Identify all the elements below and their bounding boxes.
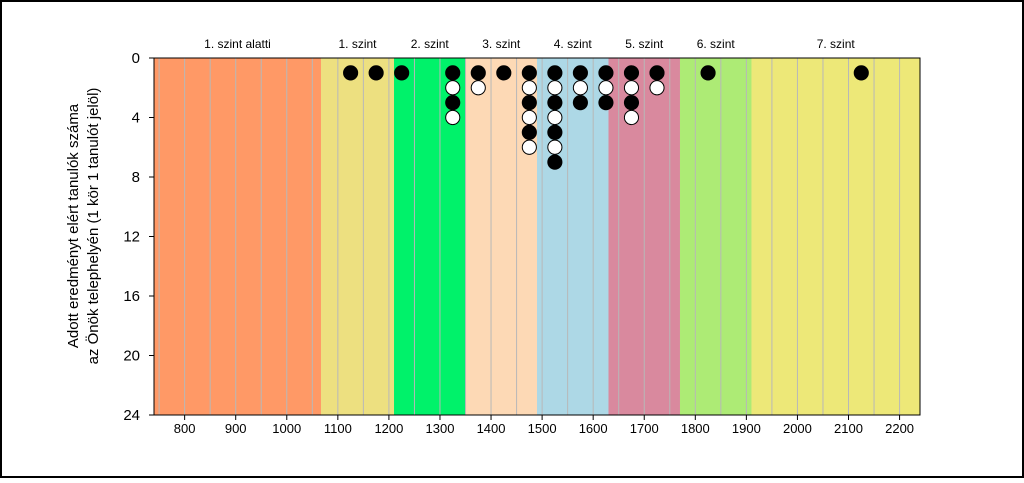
marker-1725-2 bbox=[649, 80, 665, 96]
band-8 bbox=[751, 58, 920, 415]
marker-1575-1 bbox=[572, 65, 588, 81]
x-tick-label-1900: 1900 bbox=[732, 421, 761, 436]
marker-1425-1 bbox=[496, 65, 512, 81]
student-markers bbox=[343, 65, 869, 170]
band-label-6: 5. szint bbox=[625, 37, 664, 51]
x-tick-label-1300: 1300 bbox=[426, 421, 455, 436]
marker-1375-1 bbox=[470, 65, 486, 81]
marker-1525-7 bbox=[547, 154, 563, 170]
marker-1375-2 bbox=[470, 80, 486, 96]
band-2 bbox=[320, 58, 395, 415]
marker-1525-3 bbox=[547, 95, 563, 111]
x-tick-label-1400: 1400 bbox=[477, 421, 506, 436]
band-label-3: 2. szint bbox=[411, 37, 450, 51]
y-tick-label-0: 0 bbox=[132, 50, 140, 67]
marker-1825-1 bbox=[700, 65, 716, 81]
marker-1475-3 bbox=[521, 95, 537, 111]
marker-1325-3 bbox=[445, 95, 461, 111]
marker-1625-1 bbox=[598, 65, 614, 81]
y-axis-label-line-2: az Önök telephelyén (1 kör 1 tanulót jel… bbox=[84, 88, 102, 365]
y-tick-label-24: 24 bbox=[123, 407, 140, 424]
marker-1475-5 bbox=[521, 124, 537, 140]
marker-1175-1 bbox=[368, 65, 384, 81]
band-label-4: 3. szint bbox=[482, 37, 521, 51]
marker-1475-4 bbox=[521, 109, 537, 126]
marker-1675-3 bbox=[623, 95, 640, 111]
band-label-7: 6. szint bbox=[697, 37, 736, 51]
marker-1325-2 bbox=[445, 80, 461, 96]
marker-1475-1 bbox=[521, 65, 537, 81]
x-tick-label-2000: 2000 bbox=[783, 421, 812, 436]
x-tick-label-1500: 1500 bbox=[528, 421, 557, 436]
y-tick-label-4: 4 bbox=[132, 110, 140, 127]
marker-1475-6 bbox=[521, 139, 537, 155]
x-tick-label-1100: 1100 bbox=[324, 421, 352, 436]
marker-1675-2 bbox=[623, 80, 640, 96]
marker-1475-2 bbox=[521, 80, 537, 96]
x-tick-label-1800: 1800 bbox=[681, 421, 710, 436]
marker-1575-2 bbox=[572, 80, 588, 96]
x-tick-label-800: 800 bbox=[174, 421, 196, 436]
band-labels: 1. szint alatti 1. szint 2. szint 3. szint 4… bbox=[204, 37, 855, 51]
y-axis-label-line-1: Adott eredményt elért tanulók száma bbox=[65, 103, 82, 348]
marker-1225-1 bbox=[394, 65, 410, 81]
band-label-1: 1. szint alatti bbox=[204, 37, 271, 51]
marker-1525-1 bbox=[547, 65, 563, 81]
axes: 800 900 1000 1100 1200 1300 1400 1500 1600 1700 18… bbox=[123, 50, 914, 436]
marker-2125-1 bbox=[853, 65, 869, 81]
y-tick-label-16: 16 bbox=[123, 288, 140, 305]
band-1 bbox=[154, 58, 321, 415]
x-tick-label-1600: 1600 bbox=[579, 421, 608, 436]
level-bands bbox=[154, 58, 920, 415]
marker-1625-3 bbox=[598, 95, 614, 111]
x-tick-label-1200: 1200 bbox=[374, 421, 403, 436]
y-tick-label-12: 12 bbox=[123, 229, 140, 246]
x-tick-label-1000: 1000 bbox=[272, 421, 301, 436]
marker-1625-2 bbox=[598, 80, 614, 96]
y-tick-label-8: 8 bbox=[132, 169, 140, 186]
y-tick-label-20: 20 bbox=[123, 348, 140, 365]
band-5 bbox=[537, 58, 609, 415]
x-tick-label-2100: 2100 bbox=[834, 421, 863, 436]
x-tick-label-900: 900 bbox=[225, 421, 247, 436]
marker-1675-4 bbox=[623, 109, 640, 126]
band-7 bbox=[679, 58, 752, 415]
x-tick-label-2200: 2200 bbox=[885, 421, 914, 436]
marker-1325-4 bbox=[445, 109, 461, 126]
marker-1525-4 bbox=[547, 109, 563, 126]
marker-1525-2 bbox=[547, 80, 563, 96]
marker-1675-1 bbox=[623, 65, 640, 81]
vertical-gridlines bbox=[158, 58, 901, 415]
marker-1125-1 bbox=[343, 65, 359, 81]
band-label-2: 1. szint bbox=[338, 37, 377, 51]
marker-1525-6 bbox=[547, 139, 563, 155]
band-label-8: 7. szint bbox=[817, 37, 856, 51]
band-label-5: 4. szint bbox=[554, 37, 593, 51]
x-tick-label-1700: 1700 bbox=[630, 421, 659, 436]
marker-1525-5 bbox=[547, 124, 563, 140]
marker-1725-1 bbox=[649, 65, 665, 81]
marker-1325-1 bbox=[445, 65, 461, 81]
marker-1575-3 bbox=[572, 95, 588, 111]
